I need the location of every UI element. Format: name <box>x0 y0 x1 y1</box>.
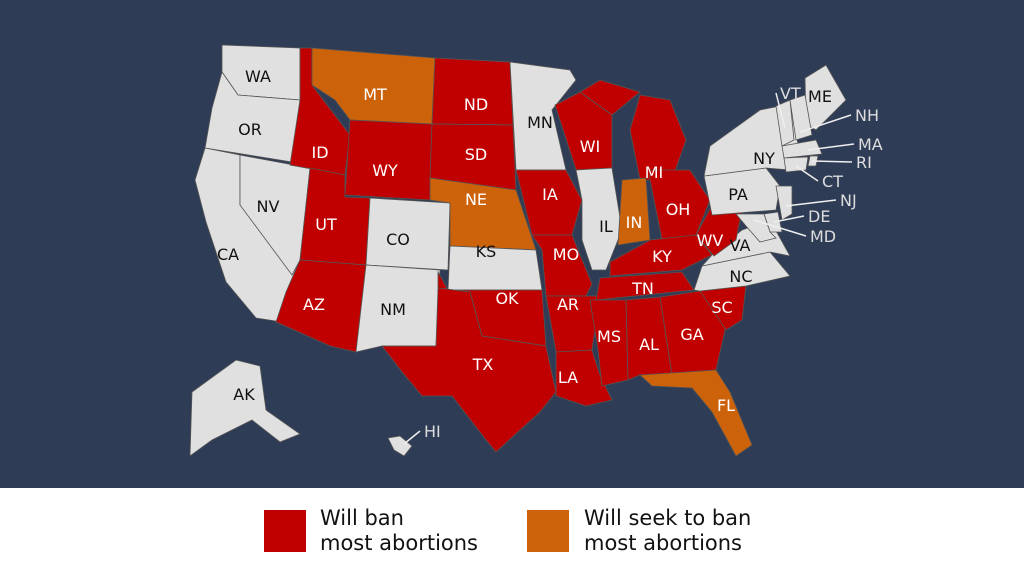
state-label-ga: GA <box>680 325 703 344</box>
callout-line <box>795 165 819 182</box>
legend-ban-line2: most abortions <box>320 531 479 555</box>
state-label-tn: TN <box>631 279 654 298</box>
state-in <box>617 177 651 246</box>
state-label-id: ID <box>311 143 328 162</box>
state-label-co: CO <box>386 230 410 249</box>
state-label-sc: SC <box>711 298 732 317</box>
state-label-ms: MS <box>597 327 621 346</box>
state-label-pa: PA <box>728 185 748 204</box>
state-label-sd: SD <box>465 145 487 164</box>
legend-seek-line2: most abortions <box>584 531 743 555</box>
state-label-nh: NH <box>855 106 879 125</box>
callout-line <box>785 199 837 207</box>
state-label-mi: MI <box>645 163 664 182</box>
state-label-ia: IA <box>542 185 558 204</box>
legend-label-ban: Will ban most abortions <box>320 506 478 556</box>
state-wi <box>554 91 613 171</box>
state-label-tx: TX <box>472 355 494 374</box>
state-label-mn: MN <box>527 113 553 132</box>
state-label-ny: NY <box>753 149 775 168</box>
state-label-va: VA <box>730 236 751 255</box>
state-label-vt: VT <box>780 84 801 103</box>
state-label-nd: ND <box>464 95 488 114</box>
state-ma <box>781 139 823 159</box>
state-label-md: MD <box>810 227 836 246</box>
state-label-fl: FL <box>717 396 735 415</box>
legend-seek-line1: Will seek to ban <box>584 506 752 530</box>
legend-ban-line1: Will ban <box>320 506 404 530</box>
state-label-ca: CA <box>217 245 239 264</box>
state-label-ma: MA <box>858 135 883 154</box>
state-co <box>365 197 451 271</box>
state-label-il: IL <box>599 217 613 236</box>
state-ct <box>783 156 809 173</box>
state-label-ne: NE <box>465 190 487 209</box>
callout-line <box>773 215 805 223</box>
state-label-ar: AR <box>557 295 579 314</box>
state-wy <box>344 119 433 201</box>
us-map: WA OR CA NV ID MT WY UT AZ CO NM ND SD NE KS OK TX MN IA MO… <box>0 0 1024 488</box>
state-mi <box>579 79 641 116</box>
state-nd <box>431 57 514 126</box>
state-label-de: DE <box>808 207 830 226</box>
map-svg: WA OR CA NV ID MT WY UT AZ CO NM ND SD NE KS OK TX MN IA MO… <box>189 44 883 457</box>
state-label-wi: WI <box>580 137 601 156</box>
state-nh <box>789 94 813 141</box>
state-label-ut: UT <box>315 215 337 234</box>
state-label-nv: NV <box>257 197 280 216</box>
state-label-az: AZ <box>303 295 325 314</box>
state-wv <box>695 204 743 257</box>
callout-line <box>403 430 421 445</box>
state-label-me: ME <box>808 87 832 106</box>
state-label-mo: MO <box>553 245 579 264</box>
callout-line <box>811 160 853 163</box>
state-ga <box>659 290 727 376</box>
state-label-or: OR <box>238 120 262 139</box>
legend-label-seek: Will seek to ban most abortions <box>584 506 751 556</box>
state-label-al: AL <box>639 335 659 354</box>
state-label-ks: KS <box>476 242 497 261</box>
state-label-mt: MT <box>363 85 387 104</box>
legend: Will ban most abortions Will seek to ban… <box>0 488 1024 576</box>
state-label-ri: RI <box>856 153 872 172</box>
state-ak <box>189 359 301 457</box>
state-tx <box>381 287 557 453</box>
state-label-ky: KY <box>652 247 672 266</box>
state-label-ct: CT <box>822 172 843 191</box>
state-label-wa: WA <box>245 67 271 86</box>
legend-swatch-seek <box>527 510 569 552</box>
callout-line <box>799 114 852 133</box>
state-il <box>575 167 623 271</box>
state-label-ak: AK <box>233 385 255 404</box>
state-label-la: LA <box>558 368 578 387</box>
callout-line <box>807 143 855 151</box>
state-label-hi: HI <box>424 422 441 441</box>
state-hi <box>387 435 413 457</box>
state-label-nm: NM <box>380 300 406 319</box>
state-md <box>735 213 777 243</box>
state-label-in: IN <box>626 213 643 232</box>
state-label-nj: NJ <box>840 191 857 210</box>
state-fl <box>639 369 753 457</box>
state-la <box>555 349 613 407</box>
state-nj <box>775 185 793 221</box>
state-label-ok: OK <box>495 289 519 308</box>
state-label-nc: NC <box>729 267 752 286</box>
state-label-wv: WV <box>697 231 724 250</box>
state-label-oh: OH <box>666 200 691 219</box>
legend-swatch-ban <box>264 510 306 552</box>
callout-line <box>753 219 807 237</box>
state-label-wy: WY <box>372 161 398 180</box>
state-ia <box>515 169 583 236</box>
callout-line <box>775 92 786 129</box>
state-ms <box>589 299 629 387</box>
